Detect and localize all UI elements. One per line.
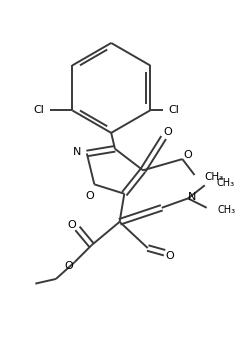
Text: O: O	[65, 261, 73, 271]
Text: O: O	[85, 191, 94, 201]
Text: Cl: Cl	[169, 105, 180, 116]
Text: CH₃: CH₃	[204, 172, 223, 182]
Text: O: O	[163, 127, 172, 137]
Text: O: O	[68, 220, 76, 230]
Text: O: O	[166, 251, 175, 261]
Text: CH₃: CH₃	[218, 205, 236, 215]
Text: O: O	[184, 150, 192, 160]
Text: N: N	[73, 147, 82, 156]
Text: CH₃: CH₃	[216, 178, 234, 188]
Text: N: N	[187, 191, 196, 202]
Text: Cl: Cl	[33, 105, 44, 116]
